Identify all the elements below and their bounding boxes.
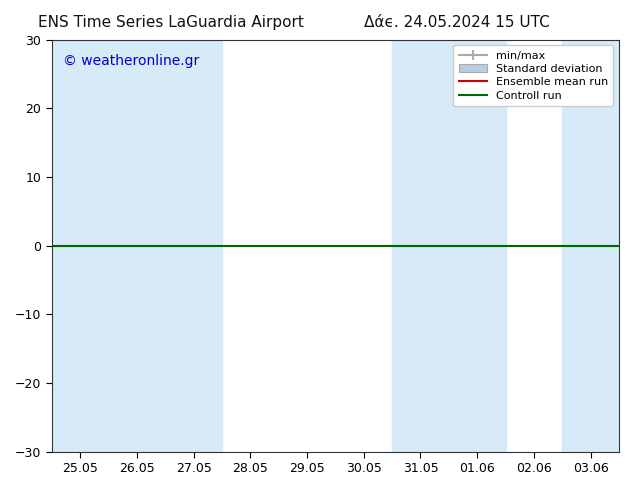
Bar: [562, 40, 619, 452]
Bar: [165, 40, 222, 452]
Text: Δάϵ. 24.05.2024 15 UTC: Δάϵ. 24.05.2024 15 UTC: [364, 15, 549, 30]
Text: © weatheronline.gr: © weatheronline.gr: [63, 54, 199, 68]
Text: ENS Time Series LaGuardia Airport: ENS Time Series LaGuardia Airport: [38, 15, 304, 30]
Bar: [449, 40, 505, 452]
Bar: [52, 40, 108, 452]
Bar: [108, 40, 165, 452]
Legend: min/max, Standard deviation, Ensemble mean run, Controll run: min/max, Standard deviation, Ensemble me…: [453, 45, 614, 106]
Bar: [392, 40, 449, 452]
